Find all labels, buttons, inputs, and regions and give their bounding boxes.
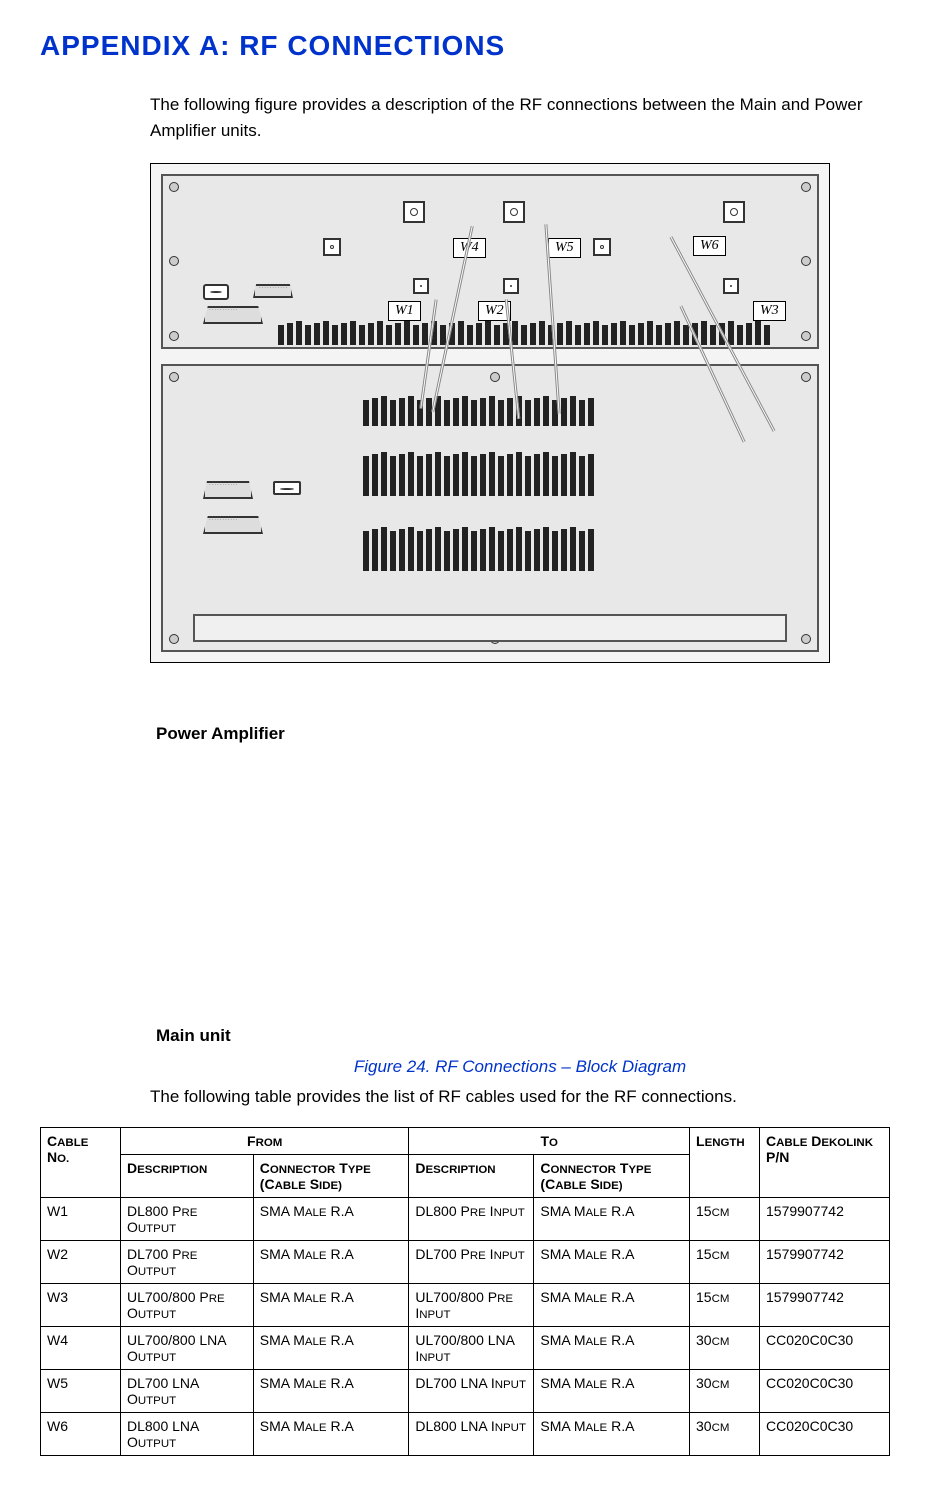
- lna-output-port: [503, 201, 525, 223]
- w1-label: W1: [388, 301, 421, 321]
- card-slots-mid: [363, 451, 623, 496]
- col-from-desc: DESCRIPTION: [127, 1160, 207, 1176]
- col-from-conn: CONNECTOR TYPE (CABLE SIDE): [260, 1160, 371, 1192]
- intro-text: The following figure provides a descript…: [150, 92, 890, 143]
- table-row: W3UL700/800 PRE OUTPUTSMA MALE R.AUL700/…: [41, 1284, 890, 1327]
- table-row: W1DL800 PRE OUTPUTSMA MALE R.ADL800 PRE …: [41, 1198, 890, 1241]
- pre-input-port: [503, 278, 519, 294]
- rs485-port: [253, 284, 293, 298]
- diagram-side-labels: Power Amplifier Main unit: [156, 663, 285, 1047]
- main-unit-label: Main unit: [156, 1025, 285, 1047]
- figure-block: W4 W5 W6 W1 W2 W3: [150, 163, 890, 1077]
- io-port: [273, 481, 301, 495]
- power-amplifier-label: Power Amplifier: [156, 723, 285, 745]
- lna-output-port: [723, 201, 745, 223]
- table-row: W4UL700/800 LNA OUTPUTSMA MALE R.AUL700/…: [41, 1327, 890, 1370]
- dc-power-port: [203, 284, 229, 300]
- table-row: W6DL800 LNA OUTPUTSMA MALE R.ADL800 LNA …: [41, 1413, 890, 1456]
- col-cable-no: CABLE NO.: [47, 1133, 88, 1165]
- table-intro: The following table provides the list of…: [150, 1087, 890, 1107]
- comm-port: [203, 306, 263, 324]
- table-row: W2DL700 PRE OUTPUTSMA MALE R.ADL700 PRE …: [41, 1241, 890, 1284]
- heatsink-fins: [278, 321, 787, 345]
- main-unit-panel: [161, 364, 819, 652]
- table-row: W5DL700 LNA OUTPUTSMA MALE R.ADL700 LNA …: [41, 1370, 890, 1413]
- rf-cables-table: CABLE NO. FROM TO LENGTH CABLE DEKOLINK …: [40, 1127, 890, 1456]
- col-to-conn: CONNECTOR TYPE (CABLE SIDE): [540, 1160, 651, 1192]
- col-from: FROM: [247, 1133, 282, 1149]
- page-title: APPENDIX A: RF CONNECTIONS: [40, 30, 890, 62]
- power-amplifier-panel: W4 W5 W6 W1 W2 W3: [161, 174, 819, 349]
- card-slots-top: [363, 396, 623, 426]
- rf-diagram: W4 W5 W6 W1 W2 W3: [150, 163, 830, 663]
- w5-label: W5: [548, 238, 581, 258]
- col-pn: CABLE DEKOLINK P/N: [766, 1133, 873, 1165]
- lna-output-port: [403, 201, 425, 223]
- pre-input-port: [723, 278, 739, 294]
- pre-input-port: [413, 278, 429, 294]
- figure-caption: Figure 24. RF Connections – Block Diagra…: [150, 1057, 890, 1077]
- io-port: [203, 481, 253, 499]
- w6-label: W6: [693, 236, 726, 256]
- col-to: TO: [540, 1133, 557, 1149]
- col-length: LENGTH: [696, 1133, 745, 1149]
- col-to-desc: DESCRIPTION: [415, 1160, 495, 1176]
- io-port: [203, 516, 263, 534]
- antenna-port: [323, 238, 341, 256]
- card-slots-bot: [363, 526, 623, 571]
- antenna-port: [593, 238, 611, 256]
- w3-label: W3: [753, 301, 786, 321]
